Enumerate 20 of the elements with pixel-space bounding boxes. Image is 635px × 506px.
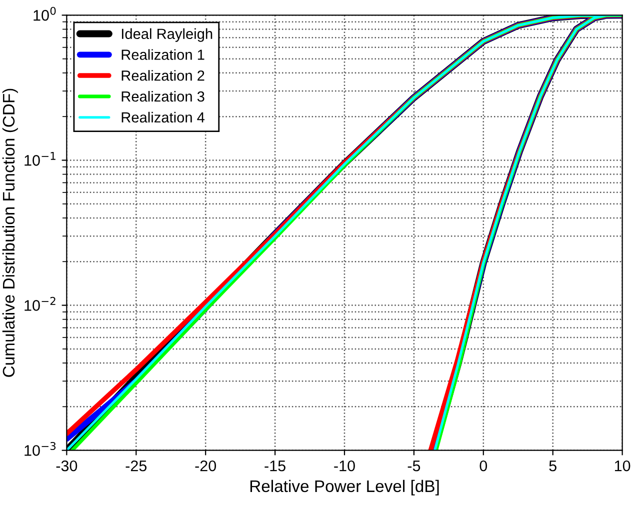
x-tick-label: 10 (614, 460, 630, 472)
x-tick-label: -5 (408, 460, 420, 472)
legend-label: Realization 3 (122, 90, 204, 102)
x-tick-label: -20 (195, 460, 216, 472)
x-tick-label: -10 (334, 460, 355, 472)
y-tick-label: 10$^{−2}$ (24, 296, 56, 311)
legend-label: Ideal Rayleigh (122, 28, 212, 42)
x-tick-label: -30 (56, 460, 78, 472)
y-tick-label: 10$^{−3}$ (24, 442, 56, 456)
legend-label: Realization 4 (122, 112, 205, 123)
x-tick-label: 5 (549, 460, 556, 472)
y-tick-label: 10$^{0}$ (34, 6, 56, 21)
x-tick-label: -15 (264, 460, 286, 472)
x-axis-title: Relative Power Level [dB] (250, 480, 439, 496)
legend-label: Realization 2 (122, 70, 204, 81)
x-tick-label: 0 (480, 460, 488, 472)
y-tick-label: 10$^{−1}$ (24, 152, 56, 166)
y-axis-title: Cumulative Distribution Function (CDF) (2, 88, 18, 377)
legend-label: Realization 1 (122, 49, 204, 60)
x-tick-label: -25 (126, 460, 147, 472)
